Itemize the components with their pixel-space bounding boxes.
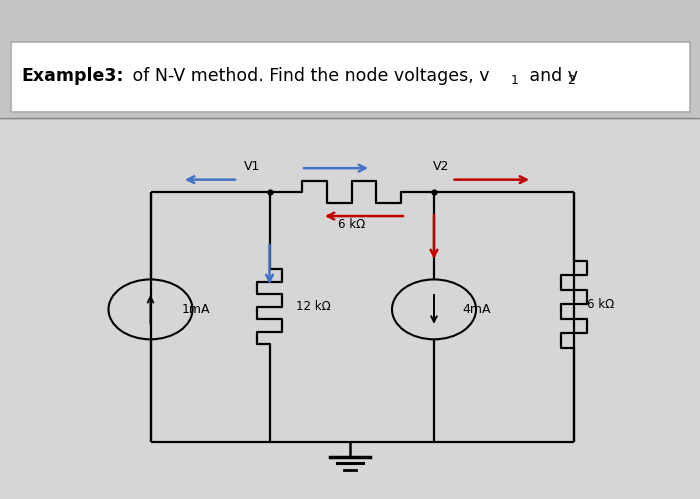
Text: 4mA: 4mA	[462, 303, 491, 316]
Text: of N-V method. Find the node voltages, v: of N-V method. Find the node voltages, v	[127, 67, 490, 85]
Text: and v: and v	[524, 67, 578, 85]
Bar	[0, 120, 700, 499]
Text: V2: V2	[433, 160, 449, 173]
Text: Example3:: Example3:	[21, 67, 123, 85]
FancyBboxPatch shape	[10, 42, 690, 112]
Text: 6 kΩ: 6 kΩ	[587, 298, 614, 311]
Bar	[0, 0, 700, 120]
Text: 1: 1	[511, 74, 519, 87]
Text: 2: 2	[567, 74, 575, 87]
Text: 12 kΩ: 12 kΩ	[296, 300, 331, 313]
Text: 6 kΩ: 6 kΩ	[338, 218, 365, 231]
Text: V1: V1	[244, 160, 260, 173]
Text: 1mA: 1mA	[182, 303, 211, 316]
